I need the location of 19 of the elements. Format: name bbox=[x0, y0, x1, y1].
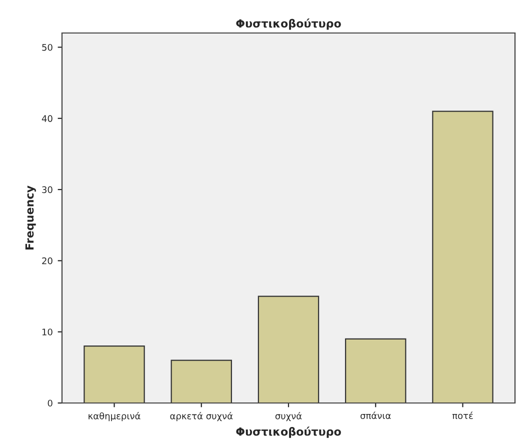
x-tick-label: συχνά bbox=[275, 412, 302, 422]
y-tick-label: 20 bbox=[42, 257, 52, 264]
y-tick-label: 30 bbox=[42, 186, 52, 194]
x-tick-label: ποτέ bbox=[452, 412, 473, 420]
bar bbox=[170, 360, 232, 403]
chart-title: Φυστικοβούτυρο bbox=[236, 18, 341, 30]
y-tick-label: 50 bbox=[42, 44, 52, 51]
x-axis-title: Φυστικοβούτυρο bbox=[236, 426, 341, 438]
bar bbox=[258, 296, 320, 403]
x-tick-label: αρκετά συχνά bbox=[170, 412, 233, 422]
bar bbox=[432, 110, 494, 403]
bar bbox=[345, 338, 406, 403]
y-tick-label: 0 bbox=[48, 400, 52, 407]
bar bbox=[84, 346, 145, 403]
x-tick-label: σπάνια bbox=[360, 412, 391, 420]
y-tick-label: 10 bbox=[42, 328, 52, 336]
x-tick-label: καθημερινά bbox=[88, 412, 140, 422]
y-tick-label: 40 bbox=[42, 115, 52, 122]
y-axis-title: Frequency bbox=[25, 186, 36, 250]
